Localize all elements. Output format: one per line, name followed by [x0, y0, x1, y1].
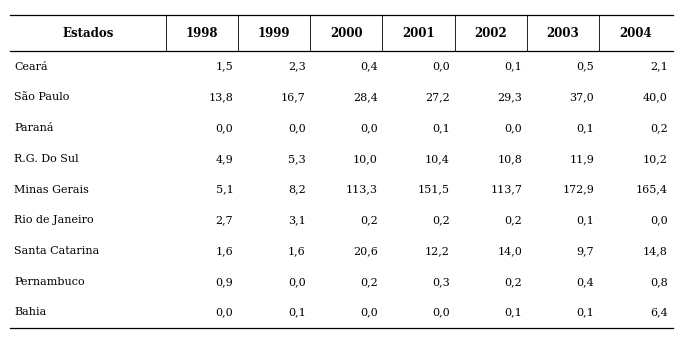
Text: 12,2: 12,2: [425, 246, 450, 256]
Text: 0,2: 0,2: [504, 215, 522, 225]
Text: 40,0: 40,0: [643, 92, 668, 102]
Text: 27,2: 27,2: [425, 92, 450, 102]
Text: 0,1: 0,1: [577, 215, 594, 225]
Text: 14,8: 14,8: [643, 246, 668, 256]
Text: 0,2: 0,2: [360, 277, 378, 287]
Text: 10,4: 10,4: [425, 154, 450, 164]
Text: 2000: 2000: [330, 27, 362, 40]
Text: 0,8: 0,8: [650, 277, 668, 287]
Text: 0,0: 0,0: [216, 308, 233, 317]
Text: 2,7: 2,7: [216, 215, 233, 225]
Text: 0,3: 0,3: [432, 277, 450, 287]
Text: Bahia: Bahia: [14, 308, 47, 317]
Text: 0,0: 0,0: [216, 123, 233, 133]
Text: 0,0: 0,0: [288, 123, 306, 133]
Text: 10,8: 10,8: [498, 154, 522, 164]
Text: 0,0: 0,0: [432, 62, 450, 72]
Text: Minas Gerais: Minas Gerais: [14, 185, 89, 194]
Text: 165,4: 165,4: [636, 185, 668, 194]
Text: 0,1: 0,1: [504, 308, 522, 317]
Text: 1,6: 1,6: [216, 246, 233, 256]
Text: 6,4: 6,4: [650, 308, 668, 317]
Text: 0,2: 0,2: [504, 277, 522, 287]
Text: 0,4: 0,4: [360, 62, 378, 72]
Text: 5,3: 5,3: [288, 154, 306, 164]
Text: 0,0: 0,0: [360, 123, 378, 133]
Text: Estados: Estados: [62, 27, 114, 40]
Text: 0,2: 0,2: [360, 215, 378, 225]
Text: 113,7: 113,7: [490, 185, 522, 194]
Text: 14,0: 14,0: [498, 246, 522, 256]
Text: 0,0: 0,0: [432, 308, 450, 317]
Text: 0,0: 0,0: [360, 308, 378, 317]
Text: 2004: 2004: [619, 27, 652, 40]
Text: 0,1: 0,1: [432, 123, 450, 133]
Text: 0,0: 0,0: [288, 277, 306, 287]
Text: 2,1: 2,1: [650, 62, 668, 72]
Text: 11,9: 11,9: [569, 154, 594, 164]
Text: 151,5: 151,5: [418, 185, 450, 194]
Text: 113,3: 113,3: [345, 185, 378, 194]
Text: 0,0: 0,0: [650, 215, 668, 225]
Text: Paraná: Paraná: [14, 123, 53, 133]
Text: 1999: 1999: [258, 27, 291, 40]
Text: 9,7: 9,7: [577, 246, 594, 256]
Text: 10,0: 10,0: [353, 154, 378, 164]
Text: 172,9: 172,9: [562, 185, 594, 194]
Text: Ceará: Ceará: [14, 62, 48, 72]
Text: 2003: 2003: [547, 27, 579, 40]
Text: 3,1: 3,1: [288, 215, 306, 225]
Text: 28,4: 28,4: [353, 92, 378, 102]
Text: 0,9: 0,9: [216, 277, 233, 287]
Text: 10,2: 10,2: [643, 154, 668, 164]
Text: 2001: 2001: [402, 27, 435, 40]
Text: Santa Catarina: Santa Catarina: [14, 246, 99, 256]
Text: 0,2: 0,2: [432, 215, 450, 225]
Text: 13,8: 13,8: [208, 92, 233, 102]
Text: 2002: 2002: [475, 27, 507, 40]
Text: 29,3: 29,3: [498, 92, 522, 102]
Text: 0,1: 0,1: [504, 62, 522, 72]
Text: 1998: 1998: [186, 27, 218, 40]
Text: 0,2: 0,2: [650, 123, 668, 133]
Text: Rio de Janeiro: Rio de Janeiro: [14, 215, 94, 225]
Text: 0,5: 0,5: [577, 62, 594, 72]
Text: Pernambuco: Pernambuco: [14, 277, 84, 287]
Text: 0,1: 0,1: [288, 308, 306, 317]
Text: 0,1: 0,1: [577, 123, 594, 133]
Text: 0,1: 0,1: [577, 308, 594, 317]
Text: 20,6: 20,6: [353, 246, 378, 256]
Text: São Paulo: São Paulo: [14, 92, 70, 102]
Text: 0,0: 0,0: [504, 123, 522, 133]
Text: 1,5: 1,5: [216, 62, 233, 72]
Text: 37,0: 37,0: [570, 92, 594, 102]
Text: 5,1: 5,1: [216, 185, 233, 194]
Text: R.G. Do Sul: R.G. Do Sul: [14, 154, 79, 164]
Text: 2,3: 2,3: [288, 62, 306, 72]
Text: 4,9: 4,9: [216, 154, 233, 164]
Text: 0,4: 0,4: [577, 277, 594, 287]
Text: 8,2: 8,2: [288, 185, 306, 194]
Text: 1,6: 1,6: [288, 246, 306, 256]
Text: 16,7: 16,7: [281, 92, 306, 102]
